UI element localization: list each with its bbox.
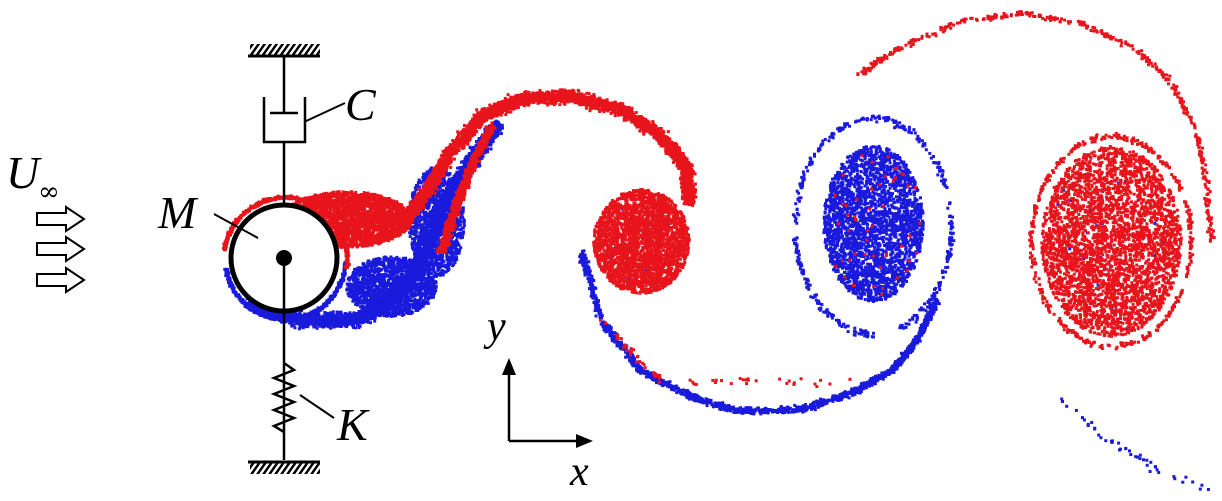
cylinder-icon [214,205,337,460]
bottom-ground [248,462,320,474]
spring-icon [274,363,334,432]
flow-arrow-icon [37,207,84,231]
freestream-arrows [37,207,84,292]
wake-blue-particles [223,115,1210,491]
flow-arrow-icon [37,268,84,292]
y-axis-label: y [483,304,506,350]
ground-hatch-icon [250,44,320,56]
spring-label: K [336,399,370,450]
ground-hatch-icon [250,462,320,474]
damper-label: C [345,79,377,130]
top-ground [248,44,320,56]
freestream-velocity-label: U [6,147,42,198]
freestream-subscript-label: ∞ [38,177,60,207]
wake-red-particles [222,10,1216,388]
coordinate-axes [502,358,593,448]
x-axis-label: x [569,449,589,495]
flow-arrow-icon [37,237,84,261]
mass-label: M [157,187,199,238]
